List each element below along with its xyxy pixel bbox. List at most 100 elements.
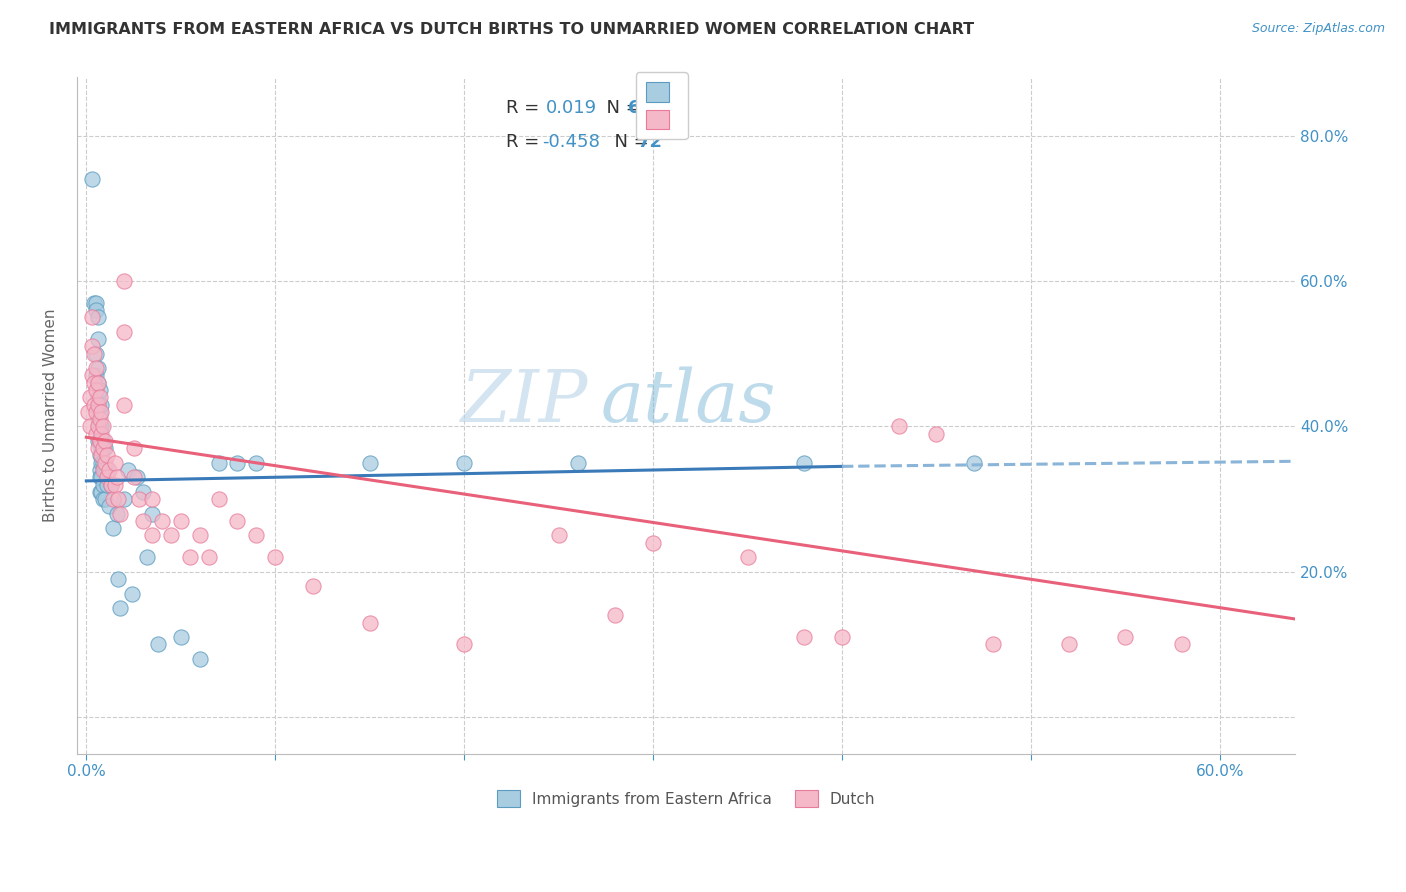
- Point: [132, 484, 155, 499]
- Point: [605, 608, 627, 623]
- Point: [737, 550, 759, 565]
- Point: [101, 492, 124, 507]
- Point: [105, 470, 128, 484]
- Point: [160, 528, 183, 542]
- Point: [83, 347, 105, 361]
- Point: [89, 412, 111, 426]
- Text: IMMIGRANTS FROM EASTERN AFRICA VS DUTCH BIRTHS TO UNMARRIED WOMEN CORRELATION CH: IMMIGRANTS FROM EASTERN AFRICA VS DUTCH …: [49, 22, 974, 37]
- Text: 72: 72: [637, 133, 662, 151]
- Text: R =: R =: [506, 99, 551, 117]
- Point: [91, 477, 114, 491]
- Point: [84, 295, 107, 310]
- Point: [86, 361, 108, 376]
- Point: [86, 412, 108, 426]
- Point: [107, 492, 129, 507]
- Point: [547, 528, 569, 542]
- Point: [89, 419, 111, 434]
- Text: 62: 62: [627, 99, 652, 117]
- Point: [179, 550, 201, 565]
- Point: [132, 514, 155, 528]
- Text: R =: R =: [506, 133, 544, 151]
- Text: 0.019: 0.019: [546, 99, 598, 117]
- Point: [90, 449, 112, 463]
- Point: [86, 419, 108, 434]
- Point: [207, 492, 229, 507]
- Point: [141, 528, 163, 542]
- Point: [84, 383, 107, 397]
- Point: [105, 507, 128, 521]
- Text: -0.458: -0.458: [543, 133, 600, 151]
- Point: [1171, 638, 1194, 652]
- Point: [80, 310, 103, 325]
- Point: [112, 274, 135, 288]
- Point: [89, 449, 111, 463]
- Point: [94, 492, 117, 507]
- Point: [453, 456, 475, 470]
- Text: atlas: atlas: [600, 367, 776, 437]
- Point: [1057, 638, 1080, 652]
- Point: [86, 376, 108, 390]
- Point: [94, 456, 117, 470]
- Point: [80, 172, 103, 186]
- Point: [91, 456, 114, 470]
- Point: [89, 390, 111, 404]
- Point: [86, 310, 108, 325]
- Point: [226, 514, 249, 528]
- Point: [96, 463, 118, 477]
- Point: [146, 638, 169, 652]
- Point: [188, 528, 211, 542]
- Text: Source: ZipAtlas.com: Source: ZipAtlas.com: [1251, 22, 1385, 36]
- Point: [94, 441, 117, 455]
- Point: [98, 463, 121, 477]
- Point: [96, 470, 118, 484]
- Text: ZIP: ZIP: [461, 367, 589, 437]
- Point: [925, 426, 948, 441]
- Point: [264, 550, 287, 565]
- Point: [91, 419, 114, 434]
- Point: [110, 601, 132, 615]
- Point: [89, 463, 111, 477]
- Point: [94, 463, 117, 477]
- Point: [198, 550, 221, 565]
- Point: [793, 456, 815, 470]
- Point: [100, 477, 122, 491]
- Y-axis label: Births to Unmarried Women: Births to Unmarried Women: [44, 309, 58, 522]
- Point: [96, 449, 118, 463]
- Point: [110, 507, 132, 521]
- Point: [83, 398, 105, 412]
- Point: [94, 434, 117, 448]
- Point: [90, 470, 112, 484]
- Legend: Immigrants from Eastern Africa, Dutch: Immigrants from Eastern Africa, Dutch: [491, 783, 882, 814]
- Point: [1114, 630, 1136, 644]
- Point: [77, 405, 100, 419]
- Point: [86, 398, 108, 412]
- Point: [170, 630, 193, 644]
- Point: [89, 470, 111, 484]
- Point: [302, 579, 325, 593]
- Point: [86, 441, 108, 455]
- Point: [141, 492, 163, 507]
- Point: [107, 572, 129, 586]
- Point: [80, 339, 103, 353]
- Point: [104, 477, 127, 491]
- Point: [79, 390, 101, 404]
- Point: [86, 434, 108, 448]
- Point: [188, 652, 211, 666]
- Point: [112, 398, 135, 412]
- Point: [887, 419, 910, 434]
- Point: [89, 383, 111, 397]
- Point: [86, 398, 108, 412]
- Point: [90, 441, 112, 455]
- Point: [86, 332, 108, 346]
- Point: [91, 463, 114, 477]
- Point: [122, 470, 145, 484]
- Point: [89, 484, 111, 499]
- Point: [121, 586, 143, 600]
- Point: [793, 630, 815, 644]
- Point: [359, 615, 381, 630]
- Point: [170, 514, 193, 528]
- Point: [122, 441, 145, 455]
- Point: [96, 477, 118, 491]
- Point: [831, 630, 853, 644]
- Point: [112, 492, 135, 507]
